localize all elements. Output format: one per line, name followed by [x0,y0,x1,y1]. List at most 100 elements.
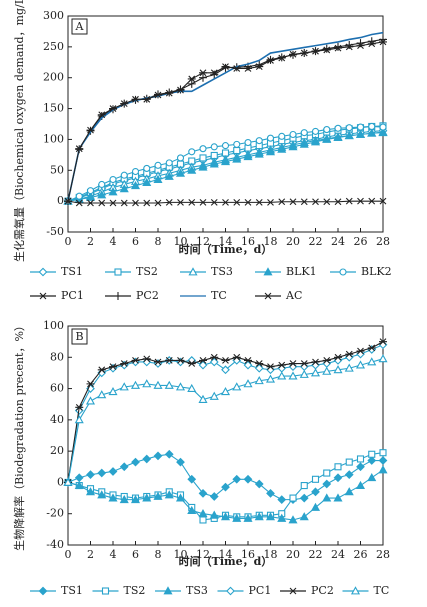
data-point [334,44,342,52]
data-point [131,357,140,367]
data-point [299,369,309,378]
x-axis-label: 时间（Time，d） [179,554,273,568]
data-point [244,138,252,147]
data-point [300,129,308,137]
data-point [154,91,162,99]
x-tick-label: 22 [309,235,323,248]
data-point [266,363,275,371]
data-point [130,180,141,190]
data-point [244,357,252,364]
data-point [221,142,230,150]
data-point [277,371,287,380]
data-point [254,363,264,373]
data-point [244,65,252,72]
x-tick-label: 24 [331,235,345,248]
data-point [300,482,308,490]
series-line [67,341,384,483]
data-point [323,126,331,134]
data-point [97,390,107,399]
legend-label: PC1 [61,289,84,302]
y-tick-label: 50 [50,163,64,176]
data-point [199,145,207,153]
data-point [120,171,128,179]
data-point [209,159,219,168]
data-point [109,105,117,112]
data-point [254,512,264,521]
data-point [209,510,219,519]
data-point [255,198,263,206]
data-point [322,366,332,375]
data-point [311,47,320,55]
legend-label: TS1 [61,265,83,278]
data-point [198,162,208,171]
legend-label: TC [211,289,227,302]
x-tick-label: 20 [286,235,300,248]
x-tick-label: 8 [155,235,162,248]
y-tick-label: 250 [43,40,64,53]
data-point [289,130,297,139]
data-point [310,502,321,511]
data-point [311,475,320,483]
data-point [356,347,365,355]
data-point [210,143,218,151]
data-point [220,386,231,396]
data-point [164,171,174,180]
data-point [244,198,252,206]
y-axis-label: 生化需氧量（Biochemical oxygen demand，mg/L） [12,0,26,262]
legend-label: PC1 [249,584,272,597]
data-point [188,148,196,156]
data-point [334,198,342,206]
legend-label: PC2 [136,289,159,302]
data-point [220,156,231,166]
data-point [198,508,208,518]
legend-label: PC2 [311,584,334,597]
data-point [109,199,117,207]
data-point [165,89,174,97]
data-point [333,365,343,374]
legend-marker [226,586,235,596]
data-point [75,192,83,200]
data-point [345,458,353,466]
data-point [87,199,94,207]
data-point [142,95,151,103]
data-point [85,396,96,405]
x-tick-label: 4 [110,235,117,248]
data-point [277,495,287,505]
data-point [119,494,129,504]
data-point [177,198,184,206]
data-point [379,338,387,346]
data-point [311,127,320,135]
data-point [120,100,129,108]
data-point [233,198,241,206]
data-point [322,493,332,502]
data-point [209,391,219,400]
data-point [322,479,332,489]
data-point [368,197,376,205]
data-point [254,479,264,489]
data-point [356,455,365,463]
data-point [266,134,275,142]
data-point [153,174,163,183]
data-point [379,123,387,131]
data-point [299,512,309,521]
data-point [333,473,343,483]
data-point [175,168,186,177]
data-point [154,199,162,207]
data-point [333,132,343,142]
data-point [222,198,229,206]
data-point [86,380,95,388]
x-tick-label: 4 [110,548,117,561]
data-point [98,199,106,207]
data-point [153,380,163,389]
data-point [367,344,376,352]
y-tick-label: 20 [50,444,64,457]
data-point [142,177,152,187]
panel-label-box [71,328,88,345]
data-point [130,494,141,504]
data-point [323,469,331,477]
data-point [108,187,118,196]
data-point [367,128,377,137]
legend-marker [339,268,347,276]
data-point [344,487,354,496]
data-point [367,473,377,482]
